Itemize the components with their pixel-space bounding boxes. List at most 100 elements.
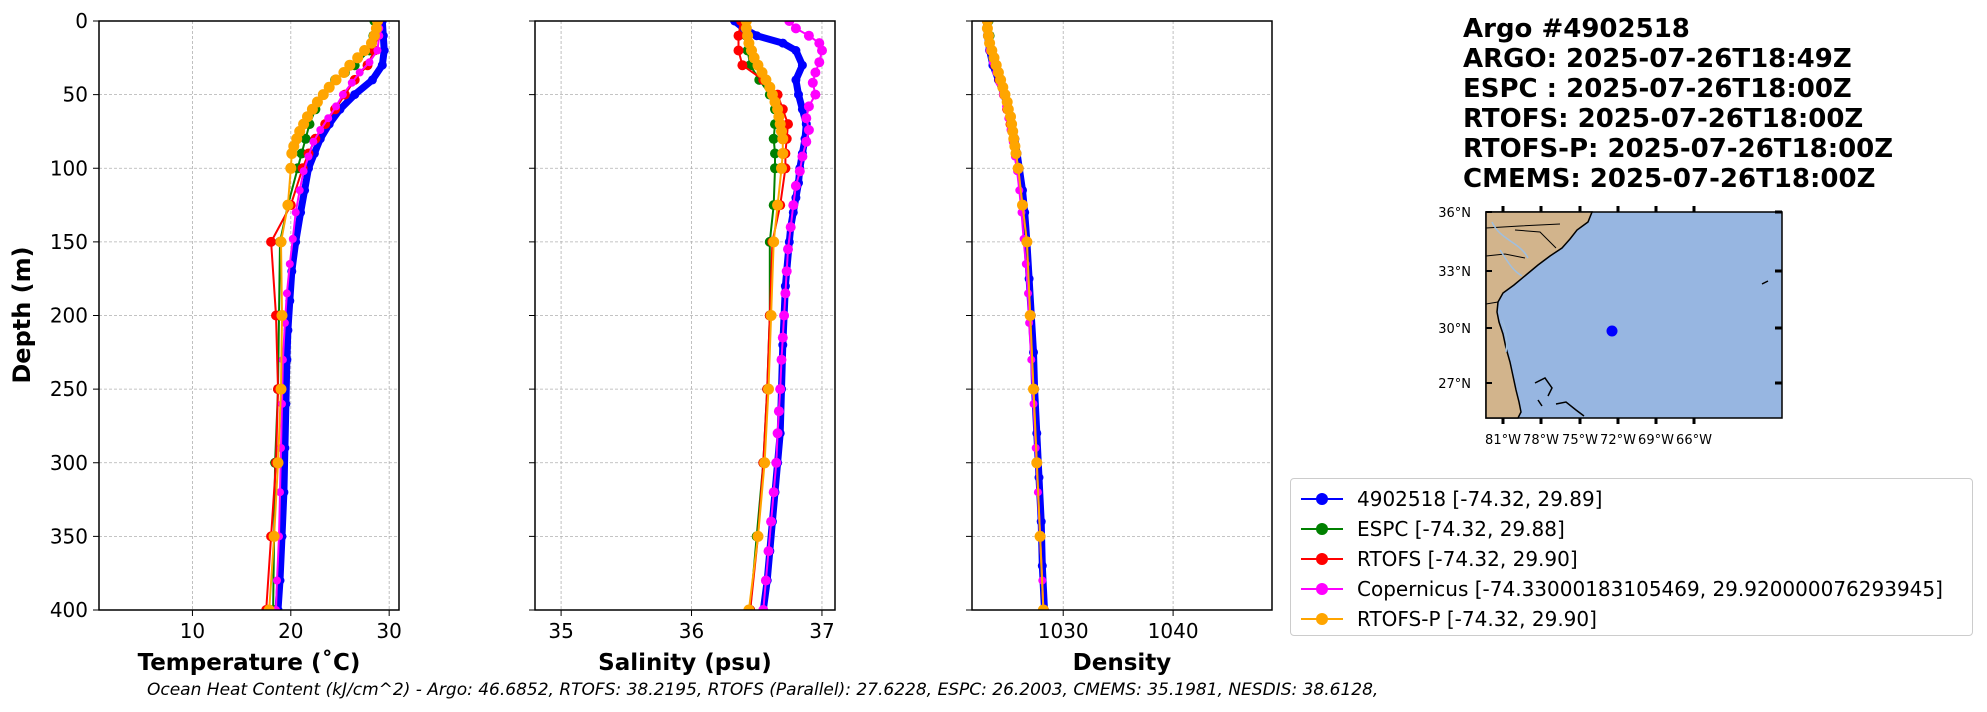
data-point	[772, 199, 784, 211]
map-lon-label: 75°W	[1562, 433, 1598, 448]
data-point	[350, 90, 360, 100]
data-point	[268, 530, 280, 542]
data-point	[788, 200, 799, 211]
data-point	[316, 126, 325, 134]
data-point	[367, 75, 377, 85]
data-point	[801, 136, 812, 147]
data-point	[801, 113, 812, 124]
data-point	[785, 222, 796, 233]
data-point	[759, 457, 771, 469]
data-point	[1031, 457, 1043, 469]
data-point	[771, 457, 782, 468]
data-point	[777, 332, 788, 343]
x-axis-label: Density	[1073, 650, 1172, 676]
data-point	[791, 46, 801, 55]
data-point	[1028, 383, 1039, 395]
y-tick-label: 350	[50, 524, 88, 548]
y-tick-label: 250	[50, 377, 88, 401]
legend-label: 4902518 [-74.32, 29.89]	[1357, 487, 1603, 511]
data-point	[810, 67, 821, 78]
y-tick-label: 300	[50, 451, 88, 475]
data-point	[273, 576, 281, 585]
data-point	[295, 186, 304, 195]
legend-swatch	[1299, 492, 1345, 506]
axes-frame	[971, 20, 1273, 611]
data-point	[379, 46, 389, 55]
data-point	[286, 148, 298, 159]
x-tick-label: 1040	[1148, 619, 1199, 643]
x-tick-label: 36	[679, 619, 704, 643]
data-point	[1032, 428, 1042, 438]
data-point	[330, 74, 342, 86]
y-tick-label: 150	[50, 230, 88, 254]
data-point	[783, 119, 793, 130]
legend-label: RTOFS [-74.32, 29.90]	[1357, 547, 1578, 571]
data-point	[296, 148, 307, 159]
data-point	[807, 77, 818, 88]
ocean-heat-content-note: Ocean Heat Content (kJ/cm^2) - Argo: 46.…	[147, 680, 1379, 700]
legend-item: RTOFS-P [-74.32, 29.90]	[1299, 604, 1972, 634]
data-point	[1021, 236, 1033, 248]
data-point	[352, 52, 364, 64]
data-point	[285, 162, 297, 174]
data-point	[359, 45, 371, 56]
data-point	[288, 234, 297, 243]
map-land	[1485, 211, 1594, 419]
data-point	[1024, 310, 1036, 321]
argo-time-line: ARGO: 2025-07-26T18:49Z	[1463, 44, 1852, 74]
data-point	[282, 199, 294, 211]
data-point	[737, 60, 748, 71]
y-tick-label: 100	[50, 156, 88, 180]
data-point	[768, 133, 779, 144]
data-point	[272, 457, 284, 469]
data-point	[766, 516, 777, 527]
data-point	[743, 604, 755, 610]
data-point	[324, 114, 333, 123]
map-lat-label: 36°N	[1438, 206, 1471, 221]
data-point	[317, 89, 329, 101]
espc-time-line: ESPC : 2025-07-26T18:00Z	[1463, 74, 1852, 104]
legend-swatch	[1299, 582, 1345, 596]
data-point	[304, 152, 313, 161]
y-tick-label: 0	[75, 9, 88, 33]
data-point	[276, 488, 284, 497]
data-point	[778, 38, 788, 48]
data-point	[797, 60, 807, 70]
data-point	[763, 546, 774, 557]
x-tick-label: 35	[548, 619, 573, 643]
map-rivers	[1491, 221, 1529, 353]
data-point	[803, 30, 814, 41]
data-point	[779, 310, 790, 321]
data-point	[323, 81, 335, 93]
map-lon-label: 81°W	[1485, 433, 1521, 448]
data-point	[776, 162, 787, 174]
x-tick-label: 30	[376, 619, 401, 643]
salinity-panel: 35 36 37 Salinity (psu)	[529, 20, 836, 676]
y-tick-label: 200	[50, 304, 88, 328]
data-point	[817, 45, 827, 56]
data-point	[309, 137, 318, 146]
data-point	[300, 133, 311, 144]
legend-swatch	[1299, 612, 1345, 626]
data-point	[752, 530, 764, 542]
y-tick-label: 400	[50, 598, 88, 622]
data-point	[344, 59, 356, 71]
data-point	[1012, 162, 1024, 174]
data-point	[794, 166, 805, 177]
series-group	[981, 21, 1049, 610]
data-point	[278, 355, 287, 364]
data-point	[355, 68, 364, 77]
data-point	[797, 151, 808, 162]
data-point	[1017, 199, 1028, 211]
x-tick-label: 37	[809, 619, 834, 643]
data-point	[332, 102, 340, 111]
legend-item: Copernicus [-74.33000183105469, 29.92000…	[1299, 574, 1972, 604]
data-point	[366, 37, 377, 49]
data-point	[765, 310, 777, 321]
data-point	[790, 180, 801, 191]
map-lat-label: 33°N	[1438, 265, 1471, 280]
x-tick-label: 20	[278, 619, 303, 643]
data-point	[810, 89, 821, 100]
data-point	[275, 383, 287, 395]
